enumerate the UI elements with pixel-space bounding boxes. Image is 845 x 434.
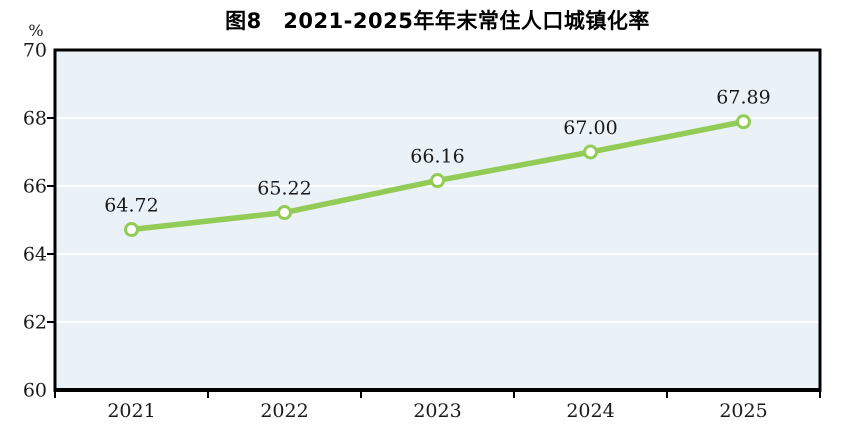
data-point-label-2025: 67.89 <box>716 87 770 109</box>
data-point-marker-2024 <box>583 144 598 160</box>
x-axis-tick-label: 2022 <box>260 400 308 422</box>
y-axis-tick-label: 70 <box>23 40 47 62</box>
y-axis-tick-label: 68 <box>23 108 47 130</box>
y-axis-tick-label: 66 <box>23 176 47 198</box>
chart-title: 图8 2021-2025年年末常住人口城镇化率 <box>225 9 650 33</box>
x-axis-tick-label: 2023 <box>413 400 461 422</box>
data-point-marker-2025 <box>736 114 751 130</box>
x-axis-tick-label: 2025 <box>719 400 767 422</box>
data-point-label-2022: 65.22 <box>257 178 311 200</box>
data-point-marker-2023 <box>430 173 445 189</box>
data-point-marker-2021 <box>124 222 139 238</box>
data-point-marker-2022 <box>277 205 292 221</box>
y-axis-tick-label: 62 <box>23 312 47 334</box>
y-axis-tick-label: 60 <box>23 380 47 402</box>
y-axis-unit-label: % <box>28 21 44 40</box>
y-axis-tick-label: 64 <box>23 244 47 266</box>
x-axis-tick-label: 2021 <box>107 400 155 422</box>
data-point-label-2023: 66.16 <box>410 146 464 168</box>
plot-area <box>53 48 822 392</box>
data-point-label-2024: 67.00 <box>563 117 617 139</box>
data-point-label-2021: 64.72 <box>104 195 158 217</box>
x-axis-tick-label: 2024 <box>566 400 614 422</box>
